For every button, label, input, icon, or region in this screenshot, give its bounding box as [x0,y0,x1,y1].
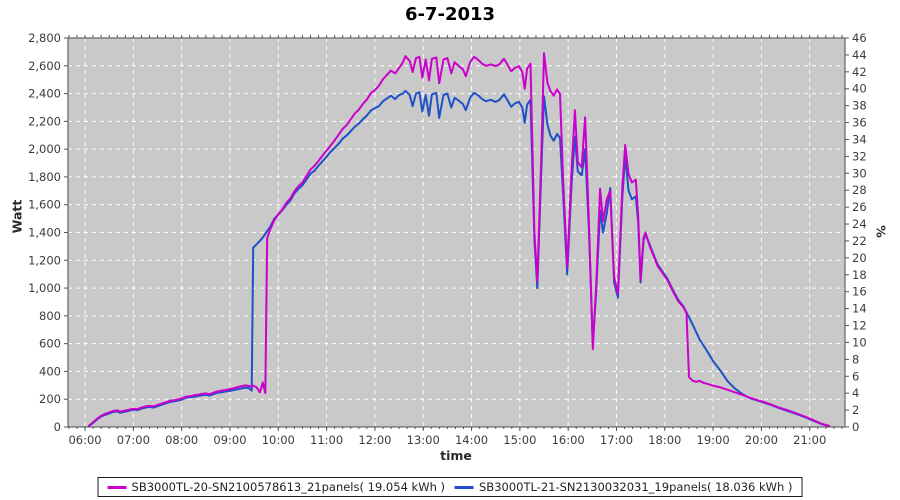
svg-text:0: 0 [852,420,859,434]
legend-item-inverter-21: SB3000TL-21-SN2130032031_19panels( 18.03… [455,480,792,494]
svg-text:1,000: 1,000 [28,281,61,295]
svg-text:12: 12 [852,319,867,333]
svg-text:1,600: 1,600 [28,198,61,212]
svg-text:10: 10 [852,335,867,349]
svg-text:10:00: 10:00 [262,433,295,447]
svg-text:400: 400 [39,364,61,378]
svg-text:16:00: 16:00 [552,433,585,447]
svg-text:1,800: 1,800 [28,170,61,184]
svg-text:20: 20 [852,251,867,265]
svg-text:28: 28 [852,183,867,197]
svg-text:15:00: 15:00 [503,433,536,447]
svg-text:34: 34 [852,132,867,146]
svg-text:42: 42 [852,65,867,79]
svg-text:11:00: 11:00 [310,433,343,447]
svg-text:600: 600 [39,337,61,351]
svg-text:6: 6 [852,369,859,383]
svg-text:2: 2 [852,403,859,417]
svg-text:0: 0 [54,420,61,434]
svg-text:24: 24 [852,217,867,231]
svg-text:30: 30 [852,166,867,180]
series-color-swatch-magenta [107,485,127,489]
svg-text:09:00: 09:00 [213,433,246,447]
y-axis-right-label: % [873,225,889,238]
legend-label: SB3000TL-21-SN2130032031_19panels( 18.03… [479,480,793,494]
svg-text:14:00: 14:00 [455,433,488,447]
svg-text:18:00: 18:00 [648,433,681,447]
svg-text:44: 44 [852,48,867,62]
svg-text:38: 38 [852,99,867,113]
svg-text:2,000: 2,000 [28,142,61,156]
svg-text:1,200: 1,200 [28,253,61,267]
svg-text:19:00: 19:00 [697,433,730,447]
svg-text:08:00: 08:00 [165,433,198,447]
legend-label: SB3000TL-20-SN2100578613_21panels( 19.05… [131,480,445,494]
svg-text:16: 16 [852,285,867,299]
svg-text:13:00: 13:00 [407,433,440,447]
svg-text:2,200: 2,200 [28,114,61,128]
svg-text:2,800: 2,800 [28,31,61,45]
svg-text:26: 26 [852,200,867,214]
svg-text:200: 200 [39,392,61,406]
svg-text:07:00: 07:00 [117,433,150,447]
legend: SB3000TL-20-SN2100578613_21panels( 19.05… [97,477,803,497]
svg-text:36: 36 [852,116,867,130]
svg-text:4: 4 [852,386,859,400]
svg-text:21:00: 21:00 [793,433,826,447]
svg-text:2,400: 2,400 [28,87,61,101]
svg-text:12:00: 12:00 [358,433,391,447]
svg-text:18: 18 [852,268,867,282]
series-color-swatch-blue [455,485,474,489]
svg-text:8: 8 [852,352,859,366]
svg-text:20:00: 20:00 [745,433,778,447]
x-axis-label: time [440,448,472,463]
y-axis-left-label: Watt [9,199,25,234]
legend-item-inverter-20: SB3000TL-20-SN2100578613_21panels( 19.05… [107,480,445,494]
svg-text:17:00: 17:00 [600,433,633,447]
svg-text:22: 22 [852,234,867,248]
svg-text:46: 46 [852,31,867,45]
svg-text:14: 14 [852,302,867,316]
svg-text:1,400: 1,400 [28,226,61,240]
chart-title: 6-7-2013 [404,4,496,25]
svg-text:06:00: 06:00 [68,433,101,447]
svg-text:2,600: 2,600 [28,59,61,73]
svg-text:32: 32 [852,149,867,163]
svg-text:800: 800 [39,309,61,323]
svg-text:40: 40 [852,82,867,96]
